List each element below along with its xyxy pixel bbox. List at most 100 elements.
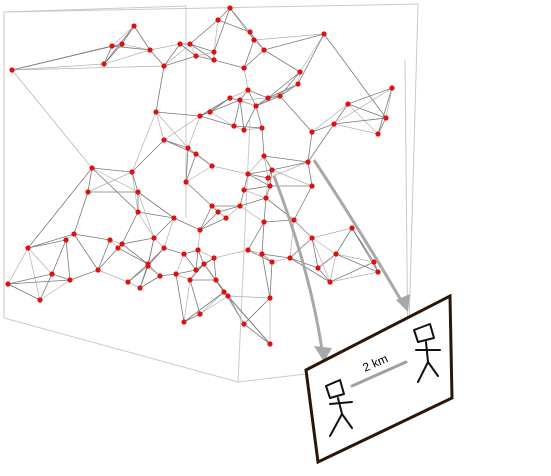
network-node: [187, 41, 193, 47]
network-edge: [197, 229, 201, 251]
network-node: [259, 251, 265, 257]
network-edge: [271, 161, 309, 171]
network-edge: [229, 89, 249, 99]
network-node: [135, 189, 141, 195]
network-edge: [213, 59, 245, 69]
network-edge: [263, 155, 269, 179]
network-node: [197, 311, 203, 317]
network-edge: [243, 39, 255, 69]
network-edge: [189, 19, 219, 45]
network-node: [161, 245, 167, 251]
network-edge: [137, 191, 155, 239]
network-edge: [299, 33, 325, 73]
network-node: [259, 125, 265, 131]
network-node: [331, 121, 337, 127]
network-node: [193, 53, 199, 59]
network-edge: [155, 111, 189, 149]
network-edge: [317, 253, 337, 269]
pointer-arrows: [272, 159, 410, 362]
bounding-cube: [3, 3, 419, 383]
network-edge: [311, 237, 331, 283]
network-edge: [255, 83, 299, 107]
network-edge: [267, 71, 301, 99]
network-node: [215, 17, 221, 23]
network-edge: [153, 217, 175, 239]
network-node: [269, 259, 275, 265]
network-edge: [311, 237, 319, 269]
network-edge: [11, 43, 123, 71]
network-edge: [163, 217, 175, 249]
network-edge: [255, 105, 263, 129]
network-node: [181, 319, 187, 325]
network-edge: [229, 97, 257, 107]
network-edge: [217, 19, 251, 33]
network-edge: [111, 45, 151, 51]
network-edge: [97, 239, 111, 271]
network-edge: [183, 313, 201, 323]
network-node: [237, 203, 243, 209]
network-node: [49, 271, 55, 277]
pointer-arrow-right-head: [396, 294, 410, 312]
network-node: [37, 297, 43, 303]
network-edge: [73, 233, 99, 271]
network-node: [247, 29, 253, 35]
network-edge: [189, 43, 215, 61]
network-edge: [239, 189, 245, 207]
network-edge: [377, 117, 387, 135]
network-node: [245, 171, 251, 177]
network-edge: [243, 67, 249, 91]
network-edge: [333, 123, 379, 135]
network-node: [375, 131, 381, 137]
network-edge: [243, 127, 263, 131]
network-edge: [163, 115, 201, 141]
network-node: [195, 247, 201, 253]
network-edge: [137, 191, 175, 219]
network-edge: [239, 205, 265, 223]
network-edge: [103, 45, 113, 65]
network-edge: [243, 185, 271, 191]
network-edge: [187, 115, 201, 149]
network-node: [267, 183, 273, 189]
network-node: [333, 251, 339, 257]
network-edge: [147, 247, 165, 267]
network-node: [213, 277, 219, 283]
network-edge: [253, 33, 325, 41]
network-edge: [195, 153, 213, 167]
network-node: [241, 187, 247, 193]
network-node: [225, 293, 231, 299]
network-node: [95, 267, 101, 273]
network-edge: [239, 99, 245, 131]
network-edge: [199, 295, 229, 315]
network-edge: [175, 253, 185, 275]
network-node: [71, 231, 77, 237]
network-node: [161, 63, 167, 69]
network-edge: [261, 221, 265, 255]
network-nodes: [5, 5, 395, 347]
network-edge: [163, 43, 191, 67]
network-edge: [377, 87, 393, 135]
network-edge: [139, 275, 161, 289]
network-node: [309, 183, 315, 189]
network-edge: [51, 239, 67, 275]
network-edge: [261, 253, 271, 299]
network-node: [241, 65, 247, 71]
network-edge: [121, 243, 149, 265]
network-edge: [335, 253, 375, 263]
network-node: [241, 321, 247, 327]
network-edge: [247, 173, 271, 187]
network-node: [107, 237, 113, 243]
network-edge: [199, 115, 235, 127]
distance-card: 2 km: [304, 293, 454, 465]
network-node: [193, 151, 199, 157]
network-node: [261, 219, 267, 225]
network-node: [187, 277, 193, 283]
network-edge: [189, 279, 201, 315]
network-edge: [293, 219, 313, 239]
network-edge: [335, 253, 379, 273]
network-edge: [147, 237, 155, 267]
card-frame: [304, 293, 454, 465]
network-edge: [175, 269, 197, 275]
network-edge: [173, 217, 201, 231]
network-node: [221, 289, 227, 295]
